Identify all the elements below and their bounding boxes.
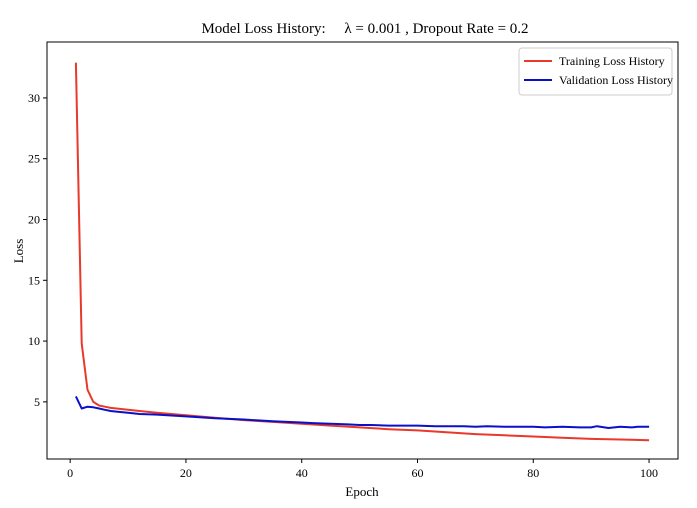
y-tick-label: 30 bbox=[28, 91, 40, 105]
y-tick-label: 25 bbox=[28, 152, 40, 166]
x-tick-label: 0 bbox=[67, 466, 73, 480]
legend: Training Loss History Validation Loss Hi… bbox=[518, 47, 673, 96]
training-loss-line bbox=[74, 62, 650, 442]
legend-label-validation: Validation Loss History bbox=[559, 73, 673, 87]
plot-frame bbox=[46, 41, 679, 460]
x-tick-label: 40 bbox=[296, 466, 308, 480]
x-tick-label: 60 bbox=[411, 466, 423, 480]
legend-box bbox=[518, 47, 673, 96]
y-tick-label: 5 bbox=[34, 395, 40, 409]
chart-title: Model Loss History: λ = 0.001 , Dropout … bbox=[201, 21, 528, 37]
x-axis-label: Epoch bbox=[345, 484, 379, 499]
y-tick-label: 10 bbox=[28, 334, 40, 348]
y-axis-ticks: 5 10 15 20 25 30 bbox=[28, 91, 47, 409]
y-tick-label: 15 bbox=[28, 273, 40, 287]
x-axis-ticks: 0 20 40 60 80 100 bbox=[67, 459, 658, 480]
plot-lines bbox=[74, 62, 650, 442]
x-tick-label: 20 bbox=[180, 466, 192, 480]
y-axis-label: Loss bbox=[11, 239, 26, 264]
validation-loss-line bbox=[74, 395, 650, 429]
legend-label-training: Training Loss History bbox=[559, 54, 665, 68]
y-tick-label: 20 bbox=[28, 212, 40, 226]
x-tick-label: 80 bbox=[527, 466, 539, 480]
x-tick-label: 100 bbox=[640, 466, 658, 480]
